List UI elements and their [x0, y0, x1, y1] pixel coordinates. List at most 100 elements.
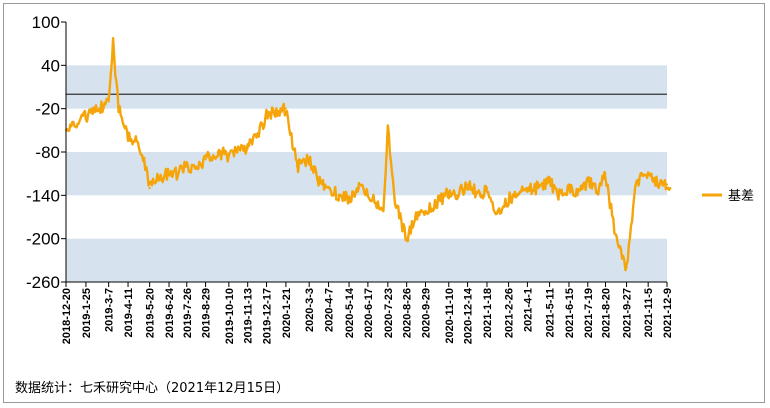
- data-point: [647, 172, 650, 175]
- x-tick-label: 2020-9-29: [420, 288, 432, 338]
- data-point: [204, 158, 207, 161]
- x-tick-label: 2020-6-17: [363, 288, 375, 338]
- data-point: [405, 237, 408, 240]
- data-point: [134, 140, 137, 143]
- data-point: [99, 107, 102, 110]
- x-tick-label: 2021-6-15: [564, 288, 576, 338]
- data-point: [495, 212, 498, 215]
- data-point: [117, 107, 120, 110]
- y-tick-label: -80: [35, 143, 60, 162]
- data-point: [436, 201, 439, 204]
- data-point: [327, 187, 330, 190]
- data-point: [357, 187, 361, 190]
- data-point: [143, 161, 146, 164]
- data-point: [273, 111, 276, 114]
- x-tick-label: 2019-6-24: [164, 287, 176, 338]
- x-tick-label: 2019-7-26: [182, 288, 194, 338]
- x-tick-label: 2019-11-13: [243, 288, 255, 344]
- data-point: [655, 179, 658, 182]
- data-point: [413, 215, 417, 219]
- data-point: [576, 194, 579, 197]
- data-point: [308, 158, 311, 161]
- data-point: [382, 208, 385, 211]
- data-point: [176, 172, 179, 175]
- data-point: [456, 194, 459, 197]
- data-point: [194, 165, 197, 168]
- x-tick-label: 2021-1-18: [482, 288, 494, 338]
- data-point: [485, 187, 489, 190]
- y-tick-label: 40: [41, 56, 60, 75]
- x-tick-label: 2020-11-10: [444, 288, 456, 344]
- plot-area: [64, 37, 672, 272]
- chart-frame: [3, 3, 765, 403]
- x-tick-label: 2021-8-20: [601, 288, 613, 338]
- data-point: [526, 187, 529, 190]
- data-point: [548, 179, 551, 182]
- y-tick-label: -20: [35, 100, 60, 119]
- grid-band: [66, 65, 667, 109]
- x-tick-label: 2019-10-10: [224, 288, 236, 344]
- y-tick-label: -140: [26, 186, 60, 205]
- x-tick-label: 2019-4-11: [123, 288, 135, 338]
- data-point: [586, 179, 589, 182]
- data-point: [516, 194, 520, 197]
- x-tick-label: 2019-3-7: [104, 288, 116, 332]
- x-tick-label: 2021-9-27: [622, 288, 634, 338]
- data-point: [596, 190, 599, 193]
- data-point: [567, 187, 571, 190]
- data-point: [317, 179, 320, 182]
- x-tick-label: 2020-1-21: [281, 288, 293, 338]
- data-point: [635, 179, 638, 182]
- data-point: [556, 194, 559, 197]
- y-tick-label: 100: [32, 13, 60, 32]
- background-bands: [66, 65, 667, 282]
- x-tick-label: 2021-12-9: [662, 288, 674, 338]
- data-point: [478, 194, 481, 197]
- x-tick-label: 2019-1-25: [81, 288, 93, 338]
- x-tick-label: 2021-7-19: [583, 288, 595, 338]
- data-point: [167, 172, 171, 175]
- x-tick-label: 2020-5-14: [344, 287, 356, 338]
- data-point: [424, 212, 427, 215]
- y-axis: 100 40 -20 -80 -140 -200 -260: [26, 13, 67, 292]
- data-point: [625, 266, 628, 269]
- data-point: [665, 183, 669, 186]
- x-tick-label: 2021-5-11: [545, 288, 557, 338]
- data-point: [148, 187, 151, 190]
- legend-label: 基差: [728, 189, 754, 204]
- data-point: [337, 194, 340, 197]
- data-point: [284, 107, 287, 110]
- data-point: [246, 147, 249, 150]
- data-point: [112, 42, 115, 45]
- legend: 基差: [702, 189, 754, 204]
- data-point: [604, 172, 607, 175]
- data-point: [669, 187, 672, 190]
- data-point: [393, 201, 397, 204]
- data-point: [126, 136, 130, 139]
- x-axis: 2018-12-20 2019-1-25 2019-3-7 2019-4-11 2019…: [61, 281, 674, 344]
- data-point: [227, 154, 230, 157]
- data-point: [156, 176, 159, 179]
- y-tick-label: -200: [26, 230, 60, 249]
- x-tick-label: 2019-12-17: [262, 288, 274, 344]
- data-point: [348, 197, 351, 200]
- x-tick-label: 2020-3-3: [304, 288, 316, 332]
- data-point: [507, 197, 510, 200]
- x-tick-label: 2020-7-23: [383, 288, 395, 338]
- grid-band: [66, 238, 667, 282]
- data-point: [386, 125, 389, 128]
- data-point: [84, 114, 87, 117]
- data-point: [295, 165, 299, 168]
- data-point: [216, 150, 219, 154]
- data-point: [107, 100, 110, 103]
- x-tick-label: 2020-4-7: [324, 288, 336, 332]
- data-point: [613, 230, 616, 233]
- x-tick-label: 2020-8-26: [402, 288, 414, 338]
- data-point: [265, 114, 268, 117]
- x-tick-label: 2021-2-26: [504, 288, 516, 338]
- data-point: [376, 201, 379, 204]
- y-tick-label: -260: [26, 273, 60, 292]
- x-tick-label: 2019-5-20: [145, 288, 157, 338]
- x-tick-label: 2021-4-1: [522, 288, 534, 332]
